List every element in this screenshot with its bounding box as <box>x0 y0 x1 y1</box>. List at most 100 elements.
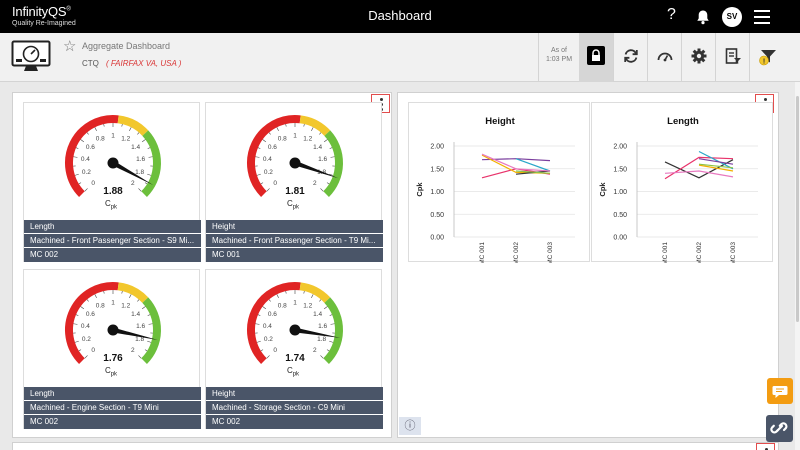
gauge-tick-label: 1 <box>111 299 115 306</box>
process-name: MC 002 <box>24 415 201 429</box>
gauge-tick <box>86 299 89 302</box>
share-link-button[interactable] <box>766 415 793 442</box>
gauge-tick <box>75 314 79 316</box>
y-tick-label: 0.50 <box>430 212 444 219</box>
process-name: MC 002 <box>206 415 383 429</box>
gauge-tick-label: 1 <box>293 132 297 139</box>
gauge-tick <box>74 340 79 343</box>
chart-title: Length <box>667 116 699 127</box>
series-line[interactable] <box>664 156 734 180</box>
bottom-panel-menu-button[interactable] <box>756 443 775 450</box>
height-chart-card[interactable]: Height 0.00 0.50 1.00 1.50 2.00 Cpk MC 001 MC 00… <box>408 102 590 263</box>
feature-name: Height <box>206 220 383 234</box>
gauge-tick <box>103 291 105 294</box>
avatar[interactable]: SV <box>722 7 742 27</box>
x-tick-label: MC 003 <box>730 242 737 263</box>
gauge-tick <box>329 173 334 176</box>
gauge-hub <box>107 157 119 169</box>
filter-warning-button[interactable]: ! <box>749 33 783 82</box>
gauge-tick <box>147 147 151 149</box>
gauge-tick-label: 0.8 <box>278 135 287 142</box>
gauge-tick <box>326 349 330 352</box>
gauge-tick-label: 0.4 <box>263 323 272 330</box>
gauge-tick <box>121 291 123 294</box>
series-line[interactable] <box>664 170 734 178</box>
gauge-tick-label: 2 <box>131 347 135 354</box>
series-line[interactable] <box>515 158 551 172</box>
gauge-value: 1.76 <box>103 353 123 364</box>
series-line[interactable] <box>698 158 734 165</box>
series-line[interactable] <box>698 163 734 169</box>
feature-name: Length <box>24 220 201 234</box>
chat-icon <box>772 386 788 398</box>
gauge-needle <box>294 160 339 179</box>
gauge-card[interactable]: 0 0.2 0.4 0.6 0.8 1 1.2 1.4 1.6 1.8 2 1.88 Cpk Lengt… <box>23 102 201 262</box>
gauge-tick <box>311 294 314 299</box>
gauge-tick <box>121 124 123 127</box>
length-chart-card[interactable]: Length 0.00 0.50 1.00 1.50 2.00 Cpk MC 001 MC 00… <box>591 102 773 263</box>
lock-button[interactable] <box>579 33 613 82</box>
hamburger-menu-icon[interactable] <box>754 10 770 24</box>
lock-icon <box>592 49 600 61</box>
gauge-tick-label: 1.2 <box>121 302 130 309</box>
gauge-tick <box>74 173 79 176</box>
gauge-tick <box>137 132 140 135</box>
favorite-star-icon[interactable]: ☆ <box>63 38 77 55</box>
gauge-tick-label: 1.4 <box>313 144 322 151</box>
filter-list-button[interactable] <box>715 33 749 82</box>
gauge-view-button[interactable] <box>647 33 681 82</box>
series-line[interactable] <box>664 159 734 179</box>
series-line[interactable] <box>515 170 551 174</box>
ctq-label: CTQ <box>82 59 99 68</box>
gauge-tick <box>78 349 82 352</box>
dashboard-name: Aggregate Dashboard <box>82 41 171 51</box>
gauge-tick-label: 2 <box>313 180 317 187</box>
gauge-tick <box>141 139 146 143</box>
scrollbar-thumb[interactable] <box>796 96 799 322</box>
gauge-tick-label: 1.6 <box>136 323 145 330</box>
gauge-tick <box>303 124 305 127</box>
part-name: Machined - Storage Section - C9 Mini <box>206 401 383 415</box>
gauge-tick <box>73 156 78 158</box>
yellow-zone-arc <box>117 282 149 303</box>
gauge-tick-label: 0.6 <box>86 311 95 318</box>
chat-button[interactable] <box>767 378 793 404</box>
logo[interactable]: InfinityQS® Quality Re-Imagined <box>12 4 76 27</box>
green-zone-arc <box>323 130 343 197</box>
gauge-card[interactable]: 0 0.2 0.4 0.6 0.8 1 1.2 1.4 1.6 1.8 2 1.76 Cpk Lengt… <box>23 269 201 429</box>
bell-icon[interactable] <box>695 9 711 25</box>
gauge-tick <box>311 127 314 132</box>
gauge-tick <box>148 156 153 158</box>
ctq-location: ( FAIRFAX VA, USA ) <box>106 59 182 68</box>
gauge-tick-label: 0.4 <box>81 323 90 330</box>
filter-warning-icon: ! <box>759 50 776 66</box>
series-line[interactable] <box>481 153 551 172</box>
gauge-unit: Cpk <box>105 366 118 378</box>
gauge-tick-label: 2 <box>131 180 135 187</box>
gauge-card[interactable]: 0 0.2 0.4 0.6 0.8 1 1.2 1.4 1.6 1.8 2 1.74 Cpk Heigh… <box>205 269 383 429</box>
gauge-tick <box>84 188 88 192</box>
series-line[interactable] <box>698 150 734 170</box>
logo-tagline: Quality Re-Imagined <box>12 20 76 27</box>
gauge-tick <box>329 340 334 343</box>
gauge-tick <box>268 299 271 302</box>
gauge-tick <box>144 182 148 185</box>
as-of-label: As of <box>551 47 567 54</box>
gauge-tick-label: 1.2 <box>303 135 312 142</box>
gauge-tick <box>138 188 142 192</box>
dashboard-header: ☆ Aggregate Dashboard CTQ ( FAIRFAX VA, … <box>0 33 800 82</box>
gauge-tick <box>138 355 142 359</box>
series-line[interactable] <box>698 164 734 172</box>
yellow-zone-arc <box>117 115 149 136</box>
help-icon[interactable]: ? <box>667 6 676 23</box>
refresh-button[interactable] <box>613 33 647 82</box>
cpk-charts-panel: Height 0.00 0.50 1.00 1.50 2.00 Cpk MC 001 MC 00… <box>397 92 779 438</box>
info-icon[interactable]: ⓘ <box>399 417 421 435</box>
x-tick-label: MC 002 <box>513 242 520 263</box>
settings-button[interactable] <box>681 33 715 82</box>
gauge-tick-label: 0.6 <box>268 144 277 151</box>
gauge-tick <box>266 355 270 359</box>
gauge-tick-label: 1.8 <box>135 336 144 343</box>
gauge-tick <box>319 132 322 135</box>
